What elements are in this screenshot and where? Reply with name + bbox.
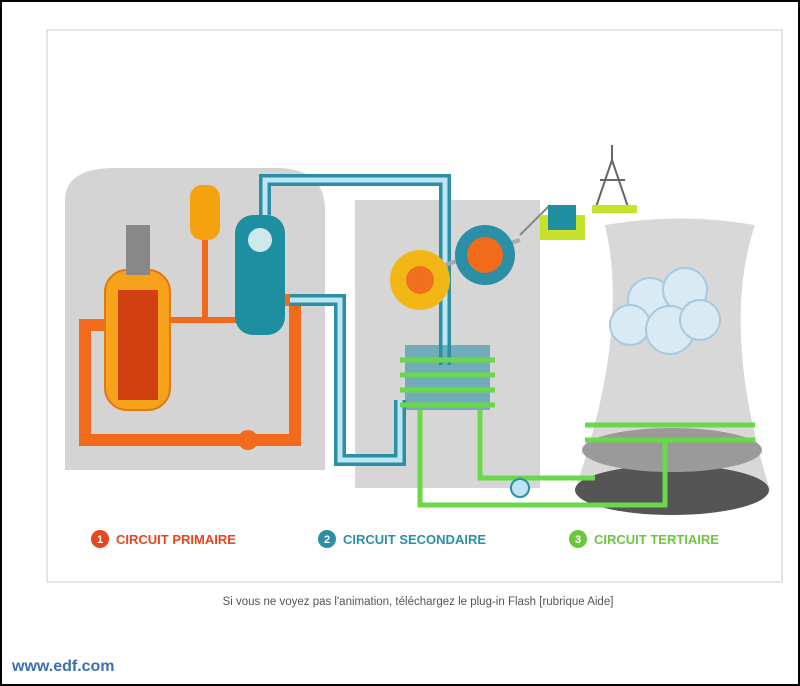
legend-label: CIRCUIT TERTIAIRE: [594, 532, 719, 547]
legend-label: CIRCUIT SECONDAIRE: [343, 532, 486, 547]
footer-link[interactable]: www.edf.com: [11, 658, 115, 675]
legend-label: CIRCUIT PRIMAIRE: [116, 532, 236, 547]
legend-number: 3: [575, 534, 581, 546]
page: 1 CIRCUIT PRIMAIRE 2 CIRCUIT SECONDAIRE …: [0, 0, 800, 686]
caption: Si vous ne voyez pas l'animation, téléch…: [223, 596, 614, 608]
legend: 1 CIRCUIT PRIMAIRE 2 CIRCUIT SECONDAIRE …: [91, 530, 719, 548]
legend-number: 1: [97, 534, 103, 546]
legend-number: 2: [324, 534, 330, 546]
screenshot: 1 CIRCUIT PRIMAIRE 2 CIRCUIT SECONDAIRE …: [0, 0, 800, 686]
